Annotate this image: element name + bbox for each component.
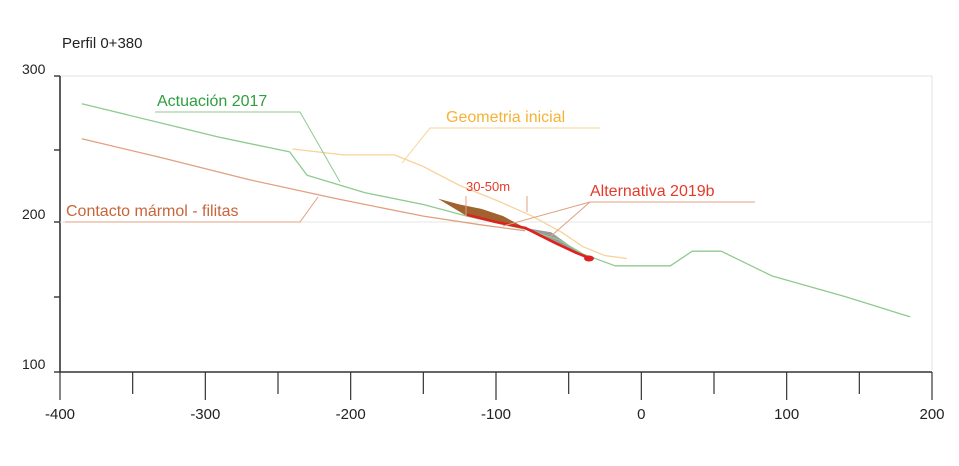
x-tick-label: -400 (45, 406, 75, 423)
contacto-line (81, 138, 526, 232)
label-actuacion-2017: Actuación 2017 (157, 93, 267, 110)
x-tick-label: -200 (336, 406, 366, 423)
alternativa-toe-mark (584, 255, 595, 262)
label-geometria-inicial: Geometria inicial (446, 109, 565, 126)
actuacion-2017-line (81, 103, 911, 318)
label-contacto-marmol-filitas: Contacto mármol - filitas (66, 203, 239, 220)
x-tick-label: -100 (481, 406, 511, 423)
excavation-fill (437, 198, 526, 228)
x-ticks: -400 -300 -200 -100 0 100 200 (45, 372, 945, 423)
y-tick-label-300: 300 (22, 61, 46, 77)
y-tick-label-200: 200 (22, 206, 46, 222)
x-tick-label: -300 (190, 406, 220, 423)
x-tick-label: 200 (919, 406, 944, 423)
series-lines (81, 103, 911, 318)
x-tick-label: 100 (774, 406, 799, 423)
chart-title: Perfil 0+380 (62, 35, 143, 52)
label-alternativa-2019b: Alternativa 2019b (590, 183, 715, 200)
alternativa-2019b-line (466, 213, 591, 260)
y-tick-label-100: 100 (22, 356, 46, 372)
geometria-leader (401, 127, 600, 164)
x-tick-label: 0 (637, 406, 645, 423)
actuacion-leader (155, 111, 341, 183)
y-ticks (54, 75, 60, 373)
leader-lines (65, 111, 755, 238)
geometria-inicial-line (292, 148, 627, 260)
alternativa-leader-1 (502, 201, 591, 227)
annotations: Actuación 2017 Geometria inicial Alternati… (66, 93, 715, 220)
contacto-leader (65, 196, 319, 223)
alternativa-leader-2 (549, 201, 591, 238)
label-30-50m: 30-50m (466, 179, 510, 194)
